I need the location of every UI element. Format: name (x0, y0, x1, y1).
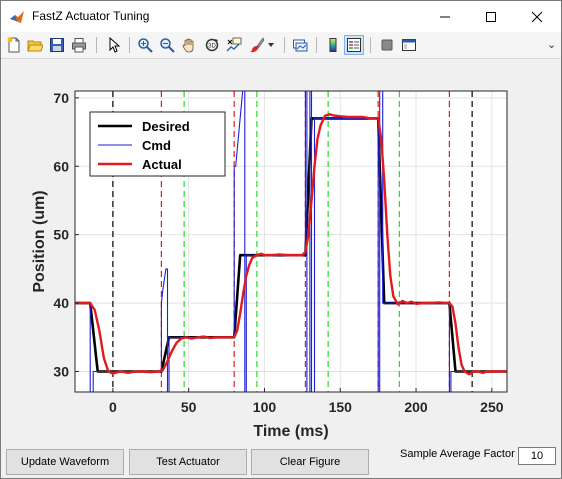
legend-icon (347, 38, 361, 52)
close-icon (531, 11, 543, 22)
y-tick-label: 50 (53, 227, 69, 243)
axes-box (74, 90, 508, 393)
pan-hand-icon (182, 38, 194, 53)
series-line-actual[interactable] (75, 113, 507, 376)
title-bar: FastZ Actuator Tuning (1, 1, 561, 32)
clear-figure-button[interactable]: Clear Figure (251, 449, 369, 475)
brush-dropdown-button[interactable] (265, 35, 277, 55)
y-tick-label: 40 (53, 295, 69, 311)
chevron-down-icon (268, 43, 274, 47)
show-plot-tools-icon (402, 39, 416, 51)
x-tick-label: 50 (181, 399, 197, 415)
figure-toolbar: 3D ⌄ (1, 32, 561, 59)
x-tick-label: 100 (253, 399, 277, 415)
link-plot-icon (293, 39, 308, 52)
toolbar-separator (96, 37, 97, 53)
x-tick-label: 200 (404, 399, 428, 415)
hide-plot-tools-icon (381, 39, 393, 51)
zoom-in-icon (138, 38, 153, 53)
maximize-icon (486, 11, 496, 22)
maximize-button[interactable] (468, 1, 514, 32)
pan-button[interactable] (179, 35, 199, 55)
x-tick-label: 0 (109, 399, 117, 415)
zoom-out-icon (160, 38, 175, 53)
window-title: FastZ Actuator Tuning (32, 9, 150, 23)
print-button[interactable] (69, 35, 89, 55)
open-file-button[interactable] (25, 35, 45, 55)
svg-text:3D: 3D (208, 44, 216, 50)
toolbar-separator (284, 37, 285, 53)
new-figure-button[interactable] (4, 35, 24, 55)
insert-legend-button[interactable] (344, 35, 364, 55)
minimize-button[interactable] (422, 1, 468, 32)
toolbar-separator (370, 37, 371, 53)
sample-average-factor-input[interactable] (518, 447, 556, 465)
position-chart[interactable]: 0 50 100 150 200 250 30 40 50 60 70 Time (ms) Positi… (1, 59, 561, 443)
zoom-in-button[interactable] (135, 35, 155, 55)
x-tick-label: 150 (329, 399, 353, 415)
new-file-icon (7, 37, 20, 53)
toolbar-overflow-icon[interactable]: ⌄ (547, 39, 557, 51)
save-icon (50, 38, 64, 52)
x-tick-label: 250 (480, 399, 504, 415)
show-plot-tools-button[interactable] (399, 35, 419, 55)
toolbar-separator (316, 37, 317, 53)
close-button[interactable] (514, 1, 560, 32)
minimize-icon (440, 16, 450, 17)
data-cursor-icon (226, 37, 242, 52)
legend[interactable]: Desired Cmd Actual (89, 111, 226, 177)
brush-icon (250, 37, 265, 53)
pointer-icon (109, 37, 121, 53)
y-tick-label: 60 (53, 158, 69, 174)
y-tick-label: 70 (53, 90, 69, 106)
save-button[interactable] (47, 35, 67, 55)
print-icon (72, 38, 86, 53)
toolbar-separator (129, 37, 130, 53)
plot-content (75, 64, 507, 440)
legend-label-actual: Actual (142, 157, 182, 172)
y-axis-label: Position (um) (31, 190, 48, 292)
data-cursor-button[interactable] (224, 35, 244, 55)
sample-average-factor-label: Sample Average Factor (400, 448, 515, 460)
colorbar-icon (329, 38, 337, 52)
x-axis-label: Time (ms) (253, 423, 328, 440)
update-waveform-button[interactable]: Update Waveform (6, 449, 124, 475)
rotate-3d-icon: 3D (205, 38, 219, 52)
test-actuator-button[interactable]: Test Actuator (129, 449, 247, 475)
y-tick-label: 30 (53, 363, 69, 379)
matlab-logo-icon (10, 11, 24, 23)
series-line-cmd[interactable] (75, 64, 507, 440)
edit-plot-button[interactable] (104, 35, 124, 55)
insert-colorbar-button[interactable] (323, 35, 343, 55)
link-plot-button[interactable] (290, 35, 310, 55)
legend-label-cmd: Cmd (142, 138, 171, 153)
legend-label-desired: Desired (142, 119, 190, 134)
open-folder-icon (27, 40, 43, 52)
zoom-out-button[interactable] (157, 35, 177, 55)
brush-button[interactable] (247, 35, 267, 55)
legend-box (89, 111, 226, 177)
hide-plot-tools-button[interactable] (377, 35, 397, 55)
rotate-3d-button[interactable]: 3D (202, 35, 222, 55)
